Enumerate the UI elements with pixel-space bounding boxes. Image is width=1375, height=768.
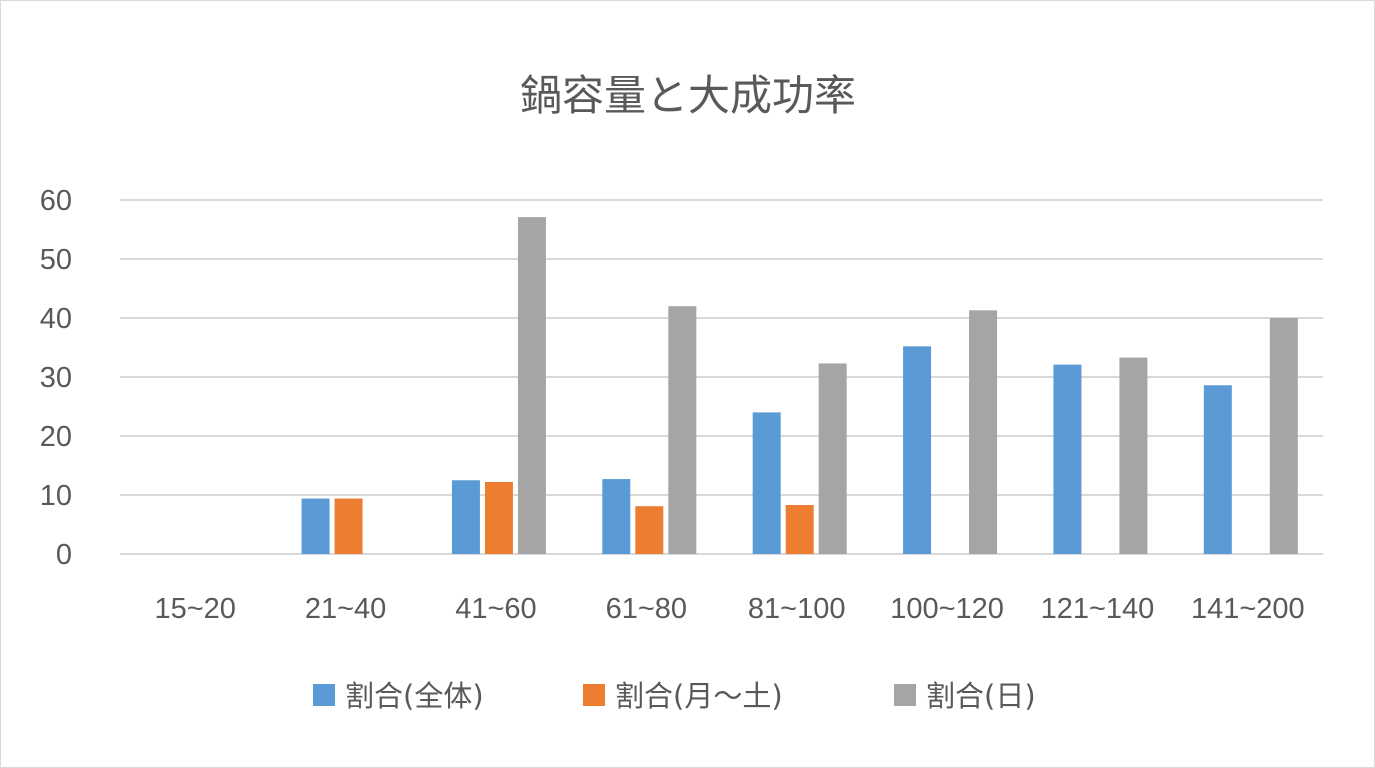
- x-tick-label: 141~200: [1191, 593, 1305, 625]
- bar-series-1-3: [451, 480, 480, 554]
- bars: [301, 217, 1298, 555]
- y-tick-label: 20: [40, 421, 72, 453]
- x-tick-label: 81~100: [748, 593, 846, 625]
- y-axis-ticks: 0 10 20 30 40 50 60: [40, 185, 72, 571]
- bar-series-1-5: [752, 412, 781, 554]
- legend: 割合(全体) 割合(月～土) 割合(日): [313, 679, 1036, 713]
- y-tick-label: 40: [40, 303, 72, 335]
- bar-series-3-8: [1269, 318, 1298, 554]
- y-tick-label: 0: [56, 539, 72, 571]
- bar-series-2-4: [635, 506, 664, 554]
- legend-label-1: 割合(全体): [345, 679, 484, 713]
- y-tick-label: 10: [40, 480, 72, 512]
- x-tick-label: 21~40: [305, 593, 386, 625]
- bar-series-1-6: [903, 346, 932, 554]
- legend-label-3: 割合(日): [926, 679, 1036, 713]
- bar-series-3-5: [818, 363, 847, 554]
- bar-series-3-7: [1119, 357, 1148, 554]
- bar-series-2-2: [334, 498, 363, 554]
- x-tick-label: 61~80: [606, 593, 687, 625]
- y-tick-label: 30: [40, 362, 72, 394]
- bar-series-1-8: [1203, 385, 1232, 554]
- y-tick-label: 50: [40, 244, 72, 276]
- legend-label-2: 割合(月～土): [615, 679, 783, 713]
- bar-series-2-3: [484, 482, 513, 554]
- x-axis-ticks: 15~20 21~40 41~60 61~80 81~100 100~120 121~140…: [154, 593, 1304, 625]
- bar-series-3-3: [517, 217, 546, 555]
- legend-swatch-3: [894, 684, 916, 706]
- bar-series-1-7: [1053, 364, 1082, 554]
- legend-swatch-2: [583, 684, 605, 706]
- bar-series-2-5: [785, 505, 814, 554]
- x-tick-label: 121~140: [1041, 593, 1155, 625]
- legend-swatch-1: [313, 684, 335, 706]
- bar-series-3-6: [969, 310, 998, 554]
- x-tick-label: 41~60: [455, 593, 536, 625]
- bar-series-3-4: [668, 306, 697, 554]
- bar-series-1-4: [602, 479, 631, 554]
- x-tick-label: 15~20: [154, 593, 235, 625]
- bar-series-1-2: [301, 498, 330, 554]
- y-tick-label: 60: [40, 185, 72, 217]
- x-tick-label: 100~120: [890, 593, 1004, 625]
- chart-title: 鍋容量と大成功率: [520, 71, 856, 120]
